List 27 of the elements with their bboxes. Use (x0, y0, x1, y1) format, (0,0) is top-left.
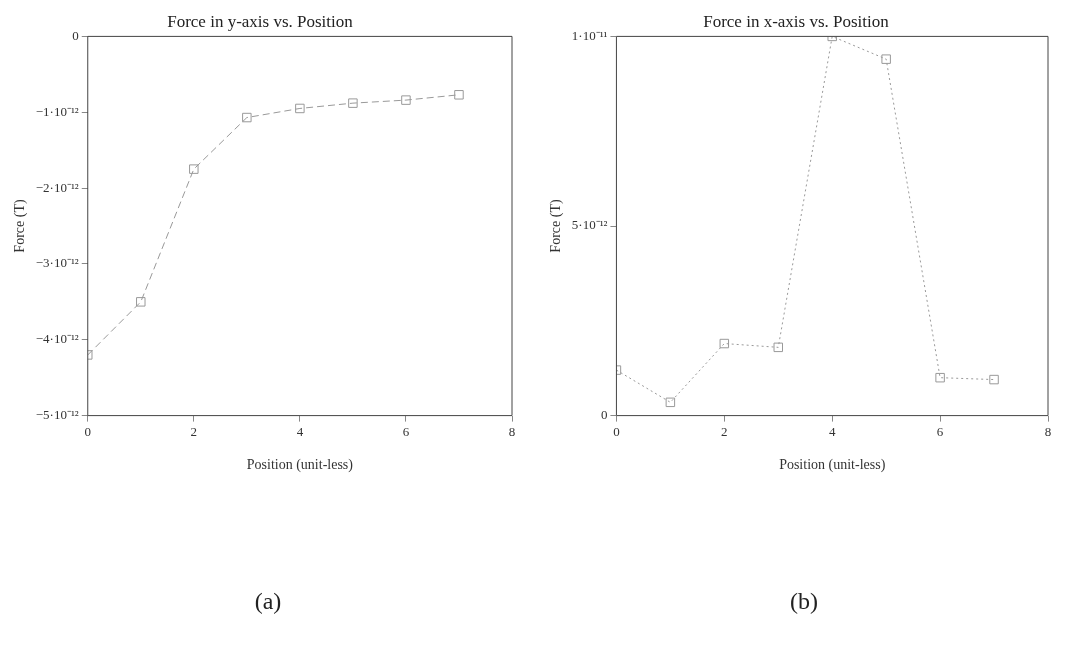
x-tick-label: 8 (1044, 423, 1052, 439)
y-tick-label: 0 (72, 27, 79, 43)
y-tick-label: −4·10⁻¹² (35, 331, 79, 347)
y-tick-label: 5·10⁻¹² (571, 217, 608, 233)
y-axis-title: Force (T) (548, 199, 565, 253)
chart-title: Force in x-axis vs. Position (703, 11, 890, 31)
x-tick-label: 0 (84, 423, 92, 439)
chart-title: Force in y-axis vs. Position (167, 11, 354, 31)
text: (a) (253, 588, 283, 615)
y-axis-title: Force (T) (12, 199, 29, 253)
x-tick-label: 2 (721, 423, 728, 439)
x-tick-label: 0 (613, 423, 620, 439)
x-tick-label: 8 (508, 423, 516, 439)
x-axis-title: Position (unit-less) (779, 457, 886, 474)
x-tick-label: 4 (296, 423, 304, 439)
y-tick-label: −1·10⁻¹² (35, 103, 79, 119)
x-tick-label: 2 (190, 423, 198, 439)
x-tick-label: 6 (402, 423, 410, 439)
y-tick-label: −2·10⁻¹² (35, 179, 79, 195)
y-tick-label: 0 (600, 407, 608, 423)
text: (b) (789, 588, 819, 615)
x-tick-label: 6 (936, 423, 944, 439)
y-tick-label: 1·10⁻¹¹ (571, 27, 608, 43)
y-tick-label: −5·10⁻¹² (35, 407, 79, 423)
x-axis-title: Position (unit-less) (246, 457, 354, 474)
x-tick-label: 4 (828, 423, 836, 439)
y-tick-label: −3·10⁻¹² (35, 255, 79, 271)
